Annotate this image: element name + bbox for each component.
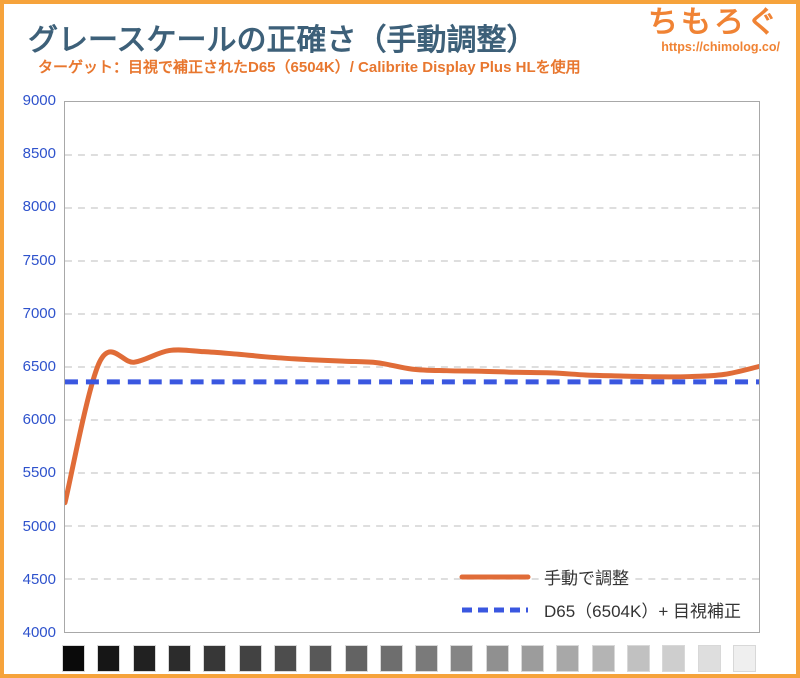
grayscale-swatch	[591, 645, 615, 672]
grayscale-swatch	[379, 645, 403, 672]
y-tick-label: 4500	[22, 570, 56, 588]
grayscale-swatch	[732, 645, 756, 672]
y-tick-label: 6500	[22, 358, 56, 375]
grayscale-swatch	[167, 645, 191, 672]
legend-solid-line-icon	[459, 574, 531, 579]
y-axis-labels: 9000 8500 8000 7500 7000 6500 6000 5500 5000 4500…	[4, 4, 56, 674]
grayscale-swatch	[415, 645, 439, 672]
y-tick-label: 6000	[22, 411, 56, 429]
y-tick-label: 7000	[22, 304, 56, 322]
y-tick-label: 7500	[22, 251, 56, 269]
legend-label: 手動で調整	[544, 569, 629, 588]
legend-dashed-line-icon	[462, 607, 528, 612]
grayscale-swatch	[627, 645, 650, 672]
grayscale-swatch	[238, 645, 262, 672]
legend-item: D65（6504K）+ 目視補正	[459, 593, 741, 626]
grayscale-swatch	[62, 645, 85, 672]
plot-area	[64, 101, 760, 633]
grayscale-swatch	[556, 645, 580, 672]
line-chart	[65, 154, 759, 580]
grayscale-swatch	[697, 645, 721, 672]
grayscale-swatch	[485, 645, 509, 672]
grayscale-swatch	[309, 645, 333, 672]
grayscale-swatch	[273, 645, 297, 672]
grayscale-swatch	[203, 645, 227, 672]
y-tick-label: 5000	[22, 517, 56, 535]
legend-label: D65（6504K）+ 目視補正	[544, 602, 741, 621]
y-tick-label: 8500	[22, 145, 56, 163]
site-logo-text: ちもろぐ	[648, 6, 780, 39]
site-logo-url: https://chimolog.co/	[661, 40, 780, 54]
site-logo: ちもろぐ https://chimolog.co/	[648, 6, 780, 54]
grayscale-swatch-row	[62, 645, 756, 672]
chart-legend: 手動で調整 D65（6504K）+ 目視補正	[459, 560, 741, 626]
grayscale-swatch	[521, 645, 545, 672]
y-tick-label: 8000	[22, 198, 56, 216]
y-tick-label: 4000	[22, 624, 56, 641]
y-tick-label: 5500	[22, 464, 56, 482]
chart-subtitle: ターゲット：目視で補正されたD65（6504K）/ Calibrite Disp…	[38, 59, 581, 76]
grayscale-swatch	[662, 645, 686, 672]
grayscale-swatch	[132, 645, 156, 672]
legend-item: 手動で調整	[459, 560, 741, 593]
page-title: グレースケールの正確さ（手動調整）	[28, 24, 537, 57]
grayscale-swatch	[450, 645, 474, 672]
y-tick-label: 9000	[22, 92, 56, 109]
grayscale-swatch	[97, 645, 121, 672]
measured-line	[65, 347, 759, 506]
grayscale-swatch	[344, 645, 368, 672]
